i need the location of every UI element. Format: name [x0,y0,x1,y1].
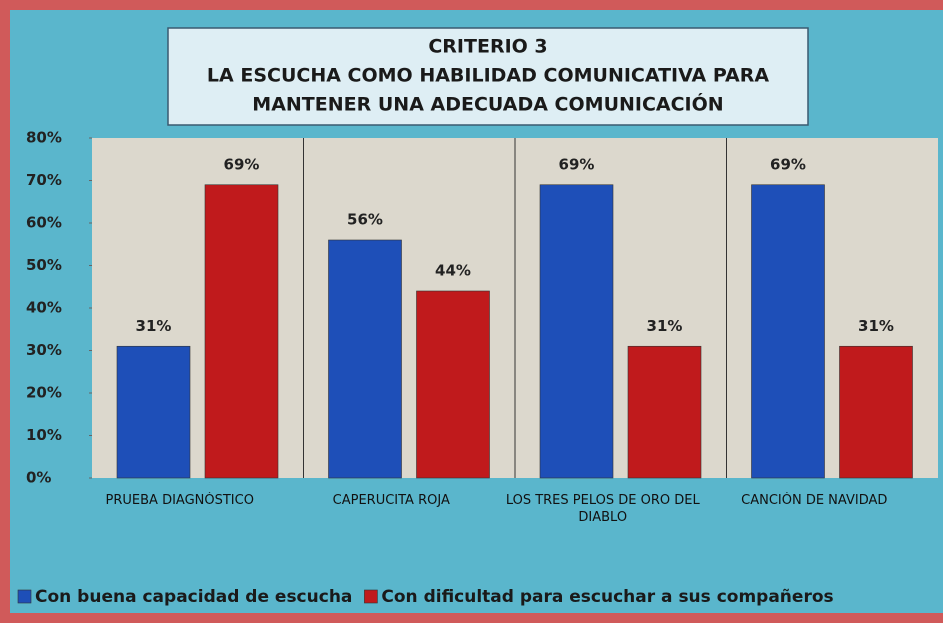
y-tick-label: 30% [26,341,62,359]
value-label: 31% [858,317,894,335]
chart-title: MANTENER UNA ADECUADA COMUNICACIÓN [252,92,723,116]
bar [204,184,279,479]
legend-swatch [17,589,32,604]
x-label-box: CANCIÓN DE NAVIDAD [741,493,888,508]
bar [627,345,702,479]
y-tick-label: 0% [26,469,51,487]
x-tick-label: CAPERUCITA ROJA [332,493,450,508]
value-label: 69% [559,155,595,173]
x-label-box: CAPERUCITA ROJA [332,493,450,508]
y-tick-label: 50% [26,256,62,274]
chart-title: CRITERIO 3 [428,36,547,58]
legend-label: Con buena capacidad de escucha [35,587,352,607]
value-label: 69% [770,155,806,173]
bar [416,290,490,479]
value-label: 44% [435,262,471,280]
legend-label: Con dificultad para escuchar a sus compa… [381,587,833,607]
x-tick-label: LOS TRES PELOS DE ORO DEL DIABLO [505,493,700,525]
bar [328,239,402,479]
y-tick-label: 20% [26,384,62,402]
y-tick-label: 70% [26,171,62,189]
value-label: 31% [136,317,172,335]
x-tick-label: PRUEBA DIAGNÓSTICO [105,493,254,508]
bar [751,184,825,479]
value-label: 69% [224,155,260,173]
value-label: 56% [347,211,383,229]
bar [839,345,913,479]
y-tick-label: 60% [26,214,62,232]
legend-swatch [364,589,378,604]
x-label-box: LOS TRES PELOS DE ORO DEL DIABLO [505,493,700,525]
bar [116,345,191,479]
title-box [167,27,809,126]
value-label: 31% [647,317,683,335]
x-label-box: PRUEBA DIAGNÓSTICO [105,493,254,508]
y-tick-label: 10% [26,426,62,444]
bar [539,184,614,479]
y-tick-label: 40% [26,299,62,317]
chart-title: LA ESCUCHA COMO HABILIDAD COMUNICATIVA P… [207,65,769,87]
y-tick-label: 80% [26,129,62,147]
x-tick-label: CANCIÓN DE NAVIDAD [741,493,888,508]
